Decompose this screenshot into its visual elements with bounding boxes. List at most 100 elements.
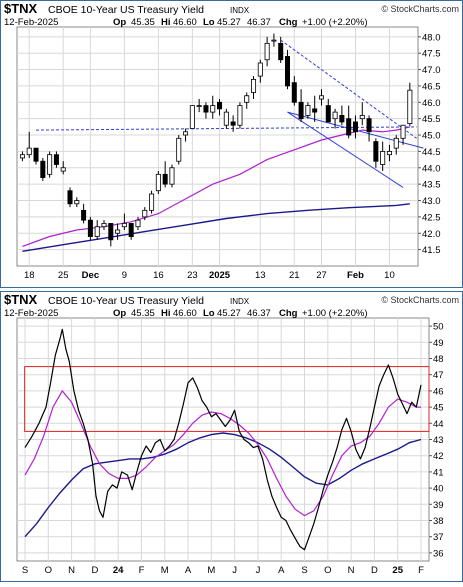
candle-body bbox=[53, 154, 59, 165]
x-tick-label: 25 bbox=[392, 565, 403, 576]
ticker-symbol: $TNX bbox=[4, 1, 38, 16]
y-tick-label: 49 bbox=[433, 338, 444, 349]
candle-body bbox=[325, 105, 331, 123]
candle-body bbox=[366, 118, 372, 133]
candle-body bbox=[407, 89, 413, 124]
candle-body bbox=[210, 105, 216, 113]
y-tick-label: 44.0 bbox=[422, 163, 441, 174]
y-tick-label: 45.0 bbox=[422, 131, 441, 142]
x-tick-label: 9 bbox=[122, 270, 127, 281]
y-tick-label: 41 bbox=[433, 467, 444, 478]
y-tick-label: 44 bbox=[433, 419, 444, 430]
price-line bbox=[24, 328, 422, 551]
stockcharts-brand: © StockCharts.com bbox=[381, 295, 459, 305]
x-tick-label: M bbox=[161, 565, 169, 576]
x-tick-label: F bbox=[139, 565, 145, 576]
x-tick-label: J bbox=[232, 565, 237, 576]
x-tick-label: S bbox=[301, 565, 307, 576]
candle-body bbox=[305, 105, 311, 116]
quote-op-label: Op bbox=[113, 17, 126, 28]
candle-body bbox=[257, 62, 263, 77]
candle-body bbox=[244, 95, 250, 103]
y-tick-label: 47.5 bbox=[422, 49, 441, 60]
candle-body bbox=[149, 193, 155, 211]
candle-body bbox=[284, 56, 291, 87]
x-tick-label: O bbox=[45, 565, 52, 576]
chart-date: 12-Feb-2025 bbox=[4, 17, 58, 28]
quote-lo: 45.27 bbox=[217, 17, 241, 28]
y-tick-label: 42 bbox=[433, 451, 444, 462]
x-tick-label: Feb bbox=[347, 270, 364, 281]
x-tick-label: S bbox=[22, 565, 28, 576]
quote-lo-label: Lo bbox=[203, 308, 215, 319]
x-tick-label: N bbox=[68, 565, 75, 576]
x-tick-label: A bbox=[278, 565, 285, 576]
candle-body bbox=[352, 121, 358, 133]
candle-body bbox=[40, 160, 46, 179]
y-tick-label: 42.0 bbox=[422, 229, 441, 240]
y-tick-label: 36 bbox=[433, 548, 444, 559]
candle-body bbox=[135, 219, 141, 228]
candle-body bbox=[87, 219, 93, 237]
y-tick-label: 39 bbox=[433, 500, 444, 511]
y-tick-label: 47 bbox=[433, 370, 444, 381]
x-tick-label: O bbox=[324, 565, 331, 576]
chart-title: CBOE 10-Year US Treasury Yield bbox=[48, 295, 204, 307]
candle-body bbox=[101, 223, 107, 228]
y-tick-label: 40 bbox=[433, 484, 444, 495]
exchange-label: INDX bbox=[230, 297, 250, 306]
candle-body bbox=[67, 190, 73, 205]
candle-body bbox=[251, 78, 257, 93]
chart-title: CBOE 10-Year US Treasury Yield bbox=[48, 4, 204, 16]
candle-body bbox=[74, 200, 80, 205]
candle-body bbox=[393, 137, 399, 149]
weekly-chart-panel: $TNX CBOE 10-Year US Treasury Yield INDX © … bbox=[0, 291, 463, 582]
candle-body bbox=[176, 137, 182, 162]
candle-body bbox=[108, 223, 114, 241]
quote-hi: 46.60 bbox=[173, 308, 197, 319]
candle-body bbox=[380, 151, 386, 165]
x-tick-label: F bbox=[418, 565, 424, 576]
x-tick-label: D bbox=[91, 565, 98, 576]
candle-body bbox=[400, 124, 406, 139]
x-tick-label: 24 bbox=[113, 565, 124, 576]
plot-area bbox=[16, 26, 419, 267]
candle-body bbox=[332, 111, 338, 120]
long-term-line-chart: $TNX CBOE 10-Year US Treasury Yield INDX © … bbox=[0, 291, 463, 582]
candle-body bbox=[223, 111, 229, 126]
quote-chg-label: Chg bbox=[279, 17, 298, 28]
candle-body bbox=[359, 114, 365, 120]
x-tick-label: 2025 bbox=[209, 270, 231, 281]
candle-body bbox=[271, 39, 277, 42]
x-tick-label: A bbox=[185, 565, 192, 576]
quote-hi: 46.60 bbox=[173, 17, 197, 28]
y-tick-label: 46 bbox=[433, 386, 444, 397]
quote-op: 45.35 bbox=[131, 308, 155, 319]
y-tick-label: 46.0 bbox=[422, 98, 441, 109]
x-tick-label: 13 bbox=[255, 270, 266, 281]
candle-body bbox=[19, 154, 25, 159]
exchange-label: INDX bbox=[230, 6, 250, 15]
y-tick-label: 45 bbox=[433, 403, 444, 414]
candle-body bbox=[189, 105, 195, 129]
candle-body bbox=[373, 141, 379, 162]
candle-body bbox=[128, 223, 134, 237]
chart-date: 12-Feb-2025 bbox=[4, 308, 58, 319]
candle-body bbox=[339, 114, 345, 123]
x-tick-label: 18 bbox=[24, 270, 35, 281]
candle-body bbox=[121, 223, 127, 228]
candle-body bbox=[237, 105, 243, 126]
trendline bbox=[280, 39, 417, 139]
y-tick-label: 43 bbox=[433, 435, 444, 446]
y-tick-label: 43.0 bbox=[422, 196, 441, 207]
quote-lo-label: Lo bbox=[203, 17, 215, 28]
candle-body bbox=[217, 101, 223, 110]
y-tick-label: 37 bbox=[433, 532, 444, 543]
candle-body bbox=[183, 131, 189, 136]
long-moving-average-line bbox=[24, 432, 422, 538]
quote-chg: +1.00 (+2.20%) bbox=[302, 308, 368, 319]
stockcharts-brand: © StockCharts.com bbox=[381, 4, 459, 14]
x-tick-label: Dec bbox=[82, 270, 99, 281]
y-tick-label: 43.5 bbox=[422, 180, 441, 191]
candle-body bbox=[230, 121, 236, 126]
